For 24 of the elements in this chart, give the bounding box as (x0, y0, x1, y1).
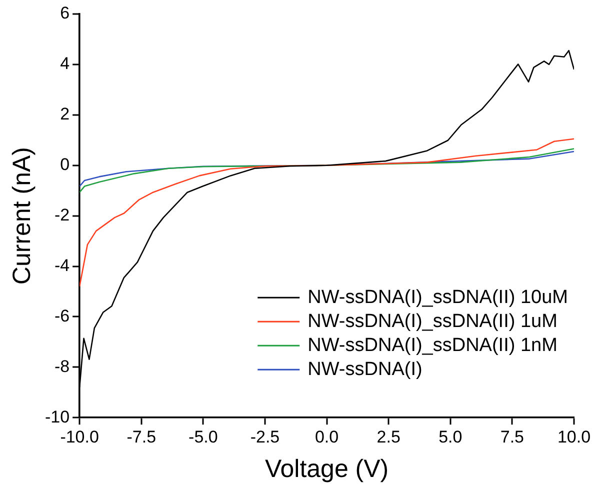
x-tick-label: -2.5 (250, 427, 280, 446)
legend-label: NW-ssDNA(I) (308, 358, 422, 380)
y-tick-label: 4 (60, 54, 70, 74)
y-tick-label: 0 (60, 155, 70, 174)
x-tick-label: -5.0 (188, 427, 218, 446)
legend-label: NW-ssDNA(I)_ssDNA(II) 1nM (308, 334, 558, 356)
y-tick-label: 6 (60, 4, 70, 23)
y-tick-label: -8 (54, 356, 70, 376)
legend-label: NW-ssDNA(I)_ssDNA(II) 1uM (308, 310, 558, 332)
y-tick-label: -6 (54, 306, 70, 326)
y-tick-label: 2 (60, 104, 70, 124)
x-tick-label: 2.5 (376, 427, 400, 446)
x-tick-label: -10.0 (60, 427, 99, 446)
x-tick-label: -7.5 (126, 427, 156, 446)
x-tick-label: 10.0 (557, 427, 591, 446)
y-axis-title: Current (nA) (8, 147, 36, 285)
legend-label: NW-ssDNA(I)_ssDNA(II) 10uM (308, 286, 568, 308)
x-tick-label: 7.5 (500, 427, 524, 446)
x-axis-title: Voltage (V) (264, 454, 389, 483)
y-tick-label: -4 (54, 256, 70, 275)
y-tick-label: -2 (54, 205, 70, 224)
y-tick-label: -10 (44, 407, 70, 426)
x-tick-label: 0.0 (314, 427, 339, 446)
x-tick-label: 5.0 (438, 427, 462, 446)
